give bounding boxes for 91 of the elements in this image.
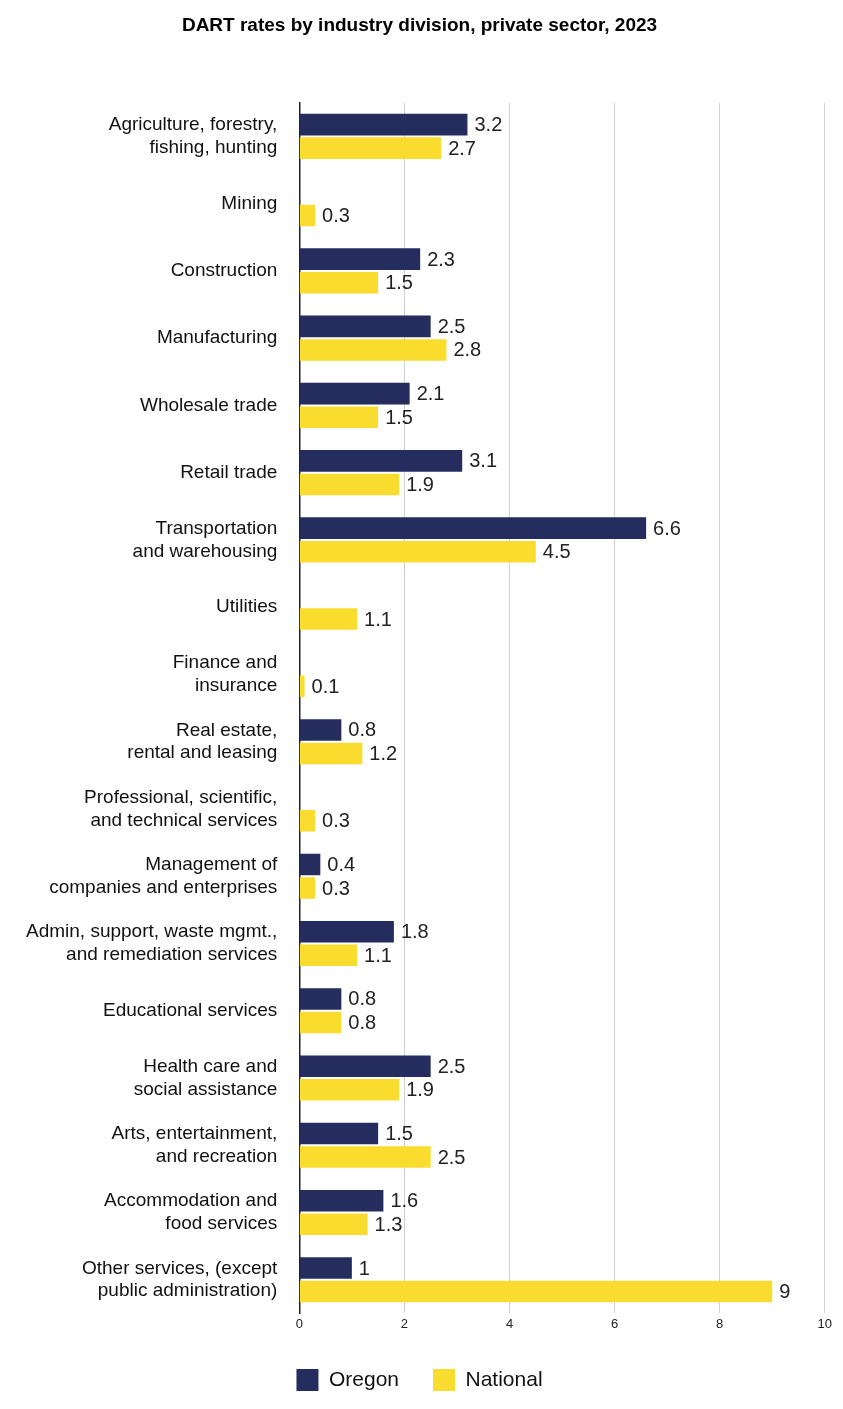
data-label: 2.7: [448, 136, 476, 159]
data-label: 1.8: [400, 920, 429, 943]
bar: [299, 204, 316, 227]
data-label: 0.8: [348, 1011, 377, 1034]
bar: [299, 113, 468, 136]
x-tick-label: 0: [295, 1315, 303, 1331]
data-label: 6.6: [653, 516, 681, 539]
data-label: 1: [358, 1256, 370, 1279]
y-tick-label: Professional, scientific, and technical services: [84, 785, 278, 830]
bar: [299, 988, 342, 1010]
bar: [299, 742, 363, 765]
data-label: 1.5: [385, 405, 413, 428]
data-label: 1.9: [406, 472, 434, 495]
y-tick-label: Manufacturing: [156, 326, 278, 348]
data-label: 3.2: [474, 113, 503, 136]
data-label: 2.1: [416, 382, 445, 405]
data-label: 0.4: [327, 852, 356, 875]
bar: [299, 1122, 379, 1145]
chart-title: DART rates by industry division, private sector, 2023: [181, 13, 658, 35]
y-tick-label: Other services, (except public administration): [81, 1256, 279, 1301]
y-tick-label: Health care and social assistance: [133, 1054, 278, 1099]
bar: [299, 248, 421, 270]
data-label: 0.3: [322, 203, 350, 226]
data-label: 0.3: [322, 809, 350, 832]
data-label: 0.3: [322, 876, 350, 899]
y-tick-label: Wholesale trade: [140, 393, 278, 415]
bar: [299, 1146, 431, 1168]
x-tick-label: 8: [716, 1315, 724, 1331]
data-label: 4.5: [542, 540, 571, 563]
y-tick-label: Transportation and warehousing: [132, 516, 278, 561]
legend-label: National: [465, 1366, 543, 1390]
data-label: 1.1: [364, 607, 392, 630]
data-label: 2.3: [427, 247, 455, 270]
bar: [299, 473, 400, 496]
data-label: 1.6: [390, 1189, 419, 1212]
bar: [299, 271, 379, 294]
data-label: 2.5: [437, 1145, 466, 1168]
data-label: 9: [779, 1280, 791, 1303]
data-label: 0.8: [348, 987, 377, 1010]
data-label: 1.2: [369, 742, 398, 765]
y-tick-label: Mining: [221, 191, 278, 213]
bar: [299, 920, 394, 943]
data-label: 0.8: [348, 718, 377, 741]
bar: [299, 809, 316, 832]
x-tick-label: 4: [505, 1315, 514, 1331]
bar: [299, 1257, 352, 1279]
data-label: 2.8: [453, 338, 482, 361]
data-label: 1.5: [385, 271, 413, 294]
data-label: 0.1: [311, 674, 340, 697]
y-tick-label: Finance and insurance: [172, 651, 278, 696]
y-tick-label: Utilities: [216, 595, 278, 617]
bar: [299, 877, 316, 899]
y-tick-label: Educational services: [103, 998, 278, 1020]
x-tick-label: 6: [610, 1315, 619, 1331]
bar: [299, 608, 358, 630]
bar: [299, 1011, 342, 1034]
bar: [299, 1078, 400, 1101]
bar: [299, 719, 342, 741]
y-tick-label: Construction: [170, 259, 278, 281]
bar: [299, 517, 647, 540]
bar: [299, 675, 305, 698]
bar: [299, 339, 447, 361]
bar: [299, 540, 536, 563]
x-tick-label: 10: [817, 1315, 832, 1331]
bar: [299, 1055, 431, 1078]
bar: [299, 1213, 368, 1236]
y-tick-label: Retail trade: [180, 460, 278, 482]
bar: [299, 406, 379, 429]
data-label: 1.5: [385, 1122, 413, 1145]
bar: [299, 1280, 773, 1303]
legend-label: Oregon: [328, 1366, 399, 1390]
bar: [299, 944, 358, 967]
data-label: 1.3: [374, 1212, 403, 1235]
bar: [299, 137, 442, 160]
data-label: 1.9: [406, 1078, 434, 1101]
data-label: 1.1: [364, 943, 392, 966]
bar: [299, 450, 463, 472]
y-tick-label: Admin, support, waste mgmt., and remediation services: [25, 920, 278, 965]
data-label: 2.5: [437, 1054, 466, 1077]
x-tick-label: 2: [400, 1315, 409, 1331]
bar: [299, 853, 321, 876]
y-tick-label: Management of companies and enterprises: [49, 853, 279, 897]
y-tick-label: Arts, entertainment, and recreation: [111, 1122, 278, 1166]
data-label: 2.5: [437, 314, 466, 337]
y-tick-label: Agriculture, forestry, fishing, hunting: [108, 113, 278, 158]
y-tick-label: Accommodation and food services: [104, 1189, 278, 1234]
bar: [299, 382, 410, 405]
data-label: 3.1: [469, 449, 498, 472]
y-tick-label: Real estate, rental and leasing: [127, 718, 278, 763]
bar: [299, 1189, 384, 1212]
bar: [299, 315, 431, 338]
